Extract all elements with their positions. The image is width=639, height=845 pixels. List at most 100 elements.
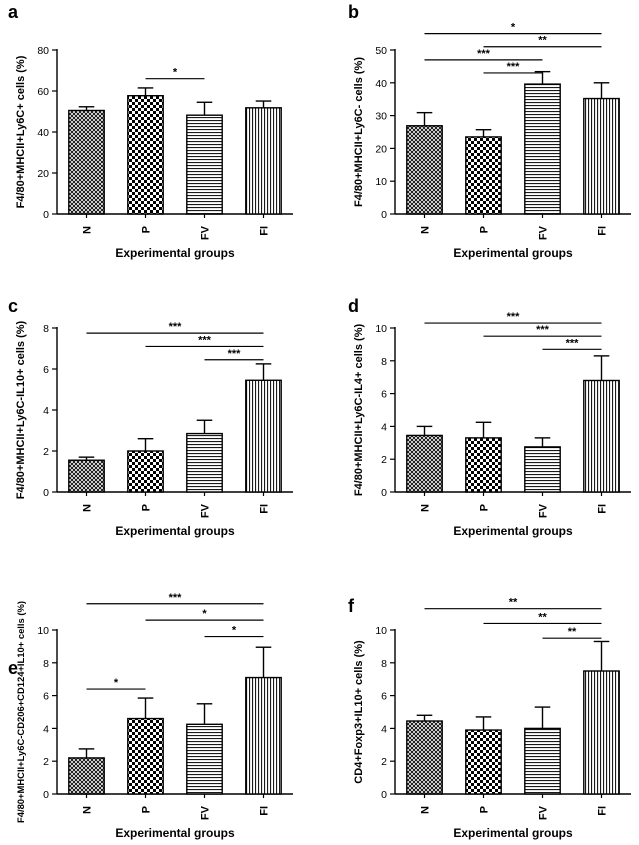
panel-e-bar-fi xyxy=(245,676,282,795)
panel-f-xtick-label: P xyxy=(479,806,491,813)
panel-d-xtick-label: N xyxy=(420,504,432,512)
panel-b-ytick-label: 50 xyxy=(375,45,387,57)
panel-f-bar-fi xyxy=(583,670,620,795)
panel-a-xtick-label: P xyxy=(141,226,153,233)
panel-a-bar-n xyxy=(68,109,105,215)
panel-b-bar-fv xyxy=(524,83,561,215)
panel-f-letter: f xyxy=(348,596,355,616)
panel-a-xlabel: Experimental groups xyxy=(115,246,235,260)
panel-c-xtick-label: FI xyxy=(259,504,271,514)
panel-c-xlabel: Experimental groups xyxy=(115,524,235,538)
panel-d-ytick-label: 4 xyxy=(381,421,387,433)
panel-f-ytick-label: 4 xyxy=(381,723,387,735)
panel-a-xtick-label: FI xyxy=(259,226,271,236)
panel-c-sig-label: *** xyxy=(198,334,212,346)
panel-e-ytick-label: 4 xyxy=(43,723,49,735)
panel-d-xtick-label: FV xyxy=(538,503,550,518)
panel-d-bar-fv xyxy=(524,446,561,493)
panel-c-ylabel: F4/80+MHCII+Ly6C-IL10+ cells (%) xyxy=(15,320,27,499)
panel-b-ytick-label: 10 xyxy=(375,176,387,188)
panel-c-sig-label: *** xyxy=(228,348,242,360)
panel-d-xtick-label: FI xyxy=(597,504,609,514)
panel-f-xtick-label: FV xyxy=(538,805,550,820)
panel-f-sig-label: ** xyxy=(538,611,547,623)
panel-b-bar-p xyxy=(465,136,502,215)
panel-e-sig-label: * xyxy=(114,677,119,689)
panel-e-xtick-label: P xyxy=(141,806,153,813)
panel-e-bar-p xyxy=(127,717,164,795)
panel-b-bar-n xyxy=(406,125,443,215)
panel-c-ytick-label: 4 xyxy=(43,405,49,417)
panel-e-sig-label: * xyxy=(232,625,237,637)
panel-d-ytick-label: 2 xyxy=(381,454,387,466)
panel-b-xtick-label: P xyxy=(479,226,491,233)
panel-e-ytick-label: 2 xyxy=(43,756,49,768)
panel-d-ytick-label: 6 xyxy=(381,389,387,401)
panel-a-xtick-label: FV xyxy=(200,225,212,240)
panel-a-letter: a xyxy=(8,2,19,22)
panel-d-xtick-label: P xyxy=(479,504,491,511)
panel-e-sig-label: *** xyxy=(169,592,183,604)
panel-d-sig-label: *** xyxy=(536,324,550,336)
panel-b-bar-fi xyxy=(583,97,620,215)
panel-b-sig-label: ** xyxy=(538,35,547,47)
panel-c-ytick-label: 8 xyxy=(43,323,49,335)
panel-a-ytick-label: 0 xyxy=(43,209,49,221)
panel-c-bar-fv xyxy=(186,432,223,493)
panel-e-xtick-label: FV xyxy=(200,805,212,820)
panel-a-sig-label: * xyxy=(173,67,178,79)
panel-f-sig-label: ** xyxy=(509,597,518,609)
panel-b-xtick-label: N xyxy=(420,226,432,234)
panel-c-ytick-label: 0 xyxy=(43,487,49,499)
panel-c-xtick-label: FV xyxy=(200,503,212,518)
panel-d-ytick-label: 0 xyxy=(381,487,387,499)
panel-d-sig-label: *** xyxy=(507,311,521,323)
panel-b-xlabel: Experimental groups xyxy=(453,246,573,260)
panel-f-ytick-label: 10 xyxy=(375,625,387,637)
panel-e-ylabel: F4/80+MHCII+Ly6C-CD206+CD124+IL10+ cells… xyxy=(16,601,27,823)
panel-f-ytick-label: 0 xyxy=(381,789,387,801)
panel-d-bar-fi xyxy=(583,379,620,493)
panel-a-xtick-label: N xyxy=(82,226,94,234)
panel-b-ytick-label: 40 xyxy=(375,78,387,90)
panel-a-ytick-label: 60 xyxy=(37,86,49,98)
panel-f-bar-fv xyxy=(524,727,561,795)
panel-b-letter: b xyxy=(348,2,359,22)
panel-b-ytick-label: 30 xyxy=(375,111,387,123)
panel-b-sig-label: *** xyxy=(507,61,521,73)
panel-d-ytick-label: 10 xyxy=(375,323,387,335)
panel-e-sig-label: * xyxy=(202,608,207,620)
panel-d-sig-label: *** xyxy=(566,337,580,349)
panel-c-ytick-label: 2 xyxy=(43,446,49,458)
panel-b-ytick-label: 20 xyxy=(375,143,387,155)
panel-b-sig-label: * xyxy=(511,22,516,34)
panel-b-xtick-label: FI xyxy=(597,226,609,236)
panel-e-xtick-label: FI xyxy=(259,806,271,816)
panel-f-xtick-label: N xyxy=(420,806,432,814)
panel-e-ytick-label: 0 xyxy=(43,789,49,801)
panel-c-bar-fi xyxy=(245,379,282,493)
panel-f-ylabel: CD4+Foxp3+IL10+ cells (%) xyxy=(353,640,365,784)
panel-a-ytick-label: 20 xyxy=(37,168,49,180)
panel-f-ytick-label: 6 xyxy=(381,691,387,703)
panel-c-letter: c xyxy=(8,296,18,316)
panel-d-bar-n xyxy=(406,434,443,493)
panel-c-sig-label: *** xyxy=(169,321,183,333)
panel-a-ytick-label: 80 xyxy=(37,45,49,57)
panel-e-bar-n xyxy=(68,757,105,795)
panel-a-bar-p xyxy=(127,95,164,215)
panel-f-xlabel: Experimental groups xyxy=(453,826,573,840)
panel-e-xtick-label: N xyxy=(82,806,94,814)
panel-e-letter: e xyxy=(8,658,18,678)
panel-b-ylabel: F4/80+MHCII+Ly6C- cells (%) xyxy=(353,57,365,207)
panel-d-letter: d xyxy=(348,296,359,316)
panel-e-bar-fv xyxy=(186,723,223,795)
panel-c-xtick-label: P xyxy=(141,504,153,511)
panel-c-xtick-label: N xyxy=(82,504,94,512)
panel-f-bar-p xyxy=(465,729,502,795)
panel-d-bar-p xyxy=(465,437,502,493)
panel-e-ytick-label: 6 xyxy=(43,691,49,703)
panel-c-ytick-label: 6 xyxy=(43,364,49,376)
